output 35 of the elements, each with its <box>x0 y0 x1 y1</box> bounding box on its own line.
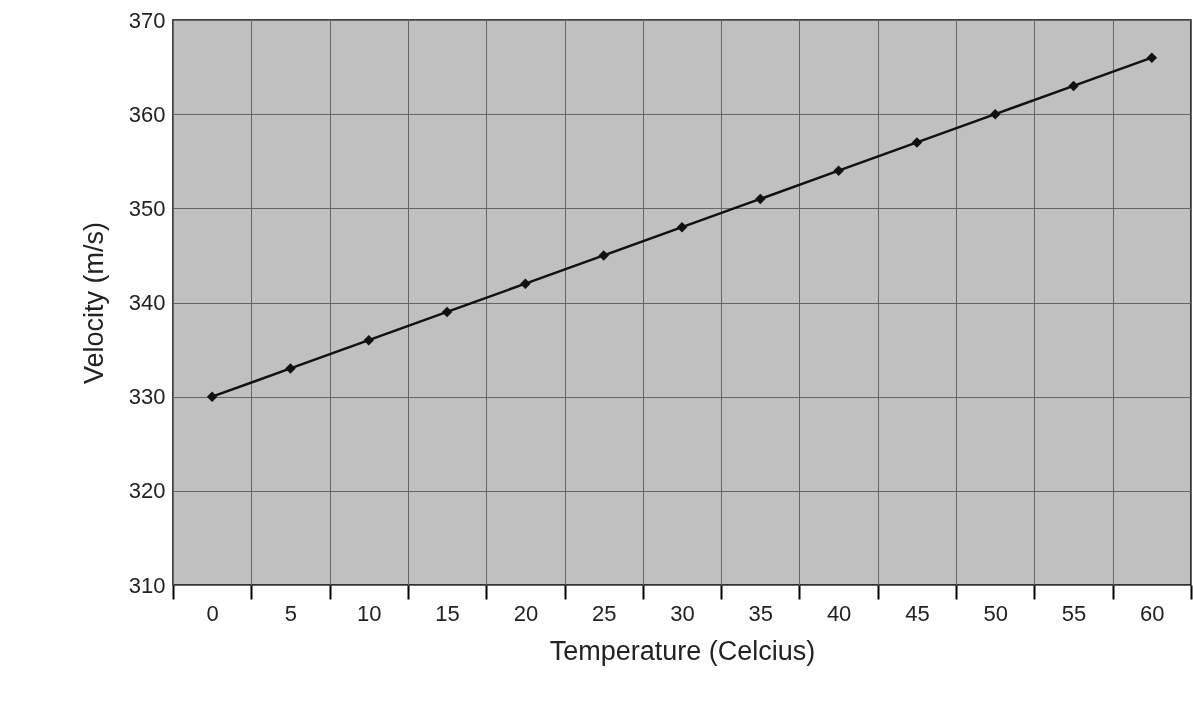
point <box>911 137 923 148</box>
y-axis-title: Velocity (m/s) <box>78 221 109 385</box>
x-tick-label: 25 <box>591 600 617 626</box>
x-tick-label: 0 <box>206 600 219 626</box>
y-tick-label: 340 <box>128 290 166 315</box>
x-tick-label: 40 <box>826 600 852 626</box>
y-tick-label: 320 <box>128 478 166 504</box>
point <box>755 193 766 205</box>
x-tick-label: 15 <box>435 600 460 626</box>
x-tick-label: 55 <box>1061 600 1087 626</box>
point <box>520 278 531 289</box>
x-axis-title: Temperature (Celcius) <box>549 635 816 666</box>
point <box>441 306 453 318</box>
x-tick-label: 45 <box>905 600 930 626</box>
y-tick-label: 330 <box>128 384 166 410</box>
y-tick-label: 350 <box>128 195 166 221</box>
x-tick-label: 60 <box>1140 600 1165 626</box>
point <box>833 165 844 176</box>
point <box>206 391 218 402</box>
point <box>363 334 375 346</box>
point <box>1146 52 1158 63</box>
y-tick-label: 310 <box>128 572 166 598</box>
point <box>285 363 296 374</box>
x-tick-label: 50 <box>983 600 1008 626</box>
point <box>676 221 688 233</box>
point <box>1068 80 1079 92</box>
x-tick-label: 10 <box>357 600 382 626</box>
x-tick-label: 5 <box>284 600 298 626</box>
x-tick-label: 30 <box>670 600 695 626</box>
y-tick-label: 370 <box>128 7 166 33</box>
x-tick-label: 20 <box>513 600 539 626</box>
point <box>598 250 609 261</box>
y-tick-label: 360 <box>128 101 166 127</box>
point <box>989 108 1001 120</box>
x-tick-label: 35 <box>748 600 774 626</box>
